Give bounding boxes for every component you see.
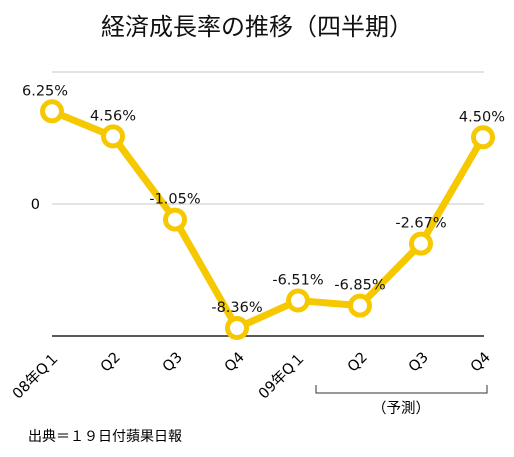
data-label: -2.67%	[395, 216, 446, 232]
data-label: 6.25%	[22, 83, 68, 99]
data-label: -1.05%	[149, 192, 200, 208]
data-label: -6.85%	[334, 278, 385, 294]
source-note: 出典＝１９日付蘋果日報	[28, 429, 182, 445]
forecast-label: （予測）	[372, 400, 430, 417]
x-tick-label: Q3	[160, 350, 186, 376]
data-label: -6.51%	[272, 273, 323, 289]
series-polyline	[48, 107, 487, 332]
series-line	[48, 107, 487, 332]
data-point	[225, 315, 249, 340]
data-point	[40, 99, 64, 124]
forecast-bracket	[315, 385, 488, 394]
x-tick-label: Q2	[98, 350, 124, 376]
data-point	[163, 207, 187, 232]
y-axis-ticks: 0	[31, 197, 40, 213]
x-tick-label: 09年Q１	[255, 349, 309, 403]
x-tick-label: Q3	[406, 350, 432, 376]
x-tick-label: Q4	[222, 350, 248, 376]
data-point	[348, 293, 372, 318]
data-label: -8.36%	[211, 300, 262, 316]
data-point	[409, 231, 433, 256]
x-tick-label: 08年Q１	[9, 349, 63, 403]
data-points	[40, 99, 495, 340]
data-point	[471, 125, 495, 150]
data-labels: 6.25% 4.56% -1.05% -8.36% -6.51% -6.85% -2.67%…	[22, 83, 505, 316]
forecast-annotation: （予測）	[315, 385, 488, 417]
data-label: 4.50%	[459, 109, 505, 125]
chart-title: 経済成長率の推移（四半期）	[101, 13, 413, 41]
data-point	[101, 124, 125, 149]
x-axis-ticks: 08年Q１ Q2 Q3 Q4 09年Q１ Q2 Q3 Q4	[9, 349, 494, 403]
x-tick-label: Q4	[468, 350, 494, 376]
data-label: 4.56%	[90, 108, 136, 124]
y-tick-label: 0	[31, 197, 40, 213]
data-point	[286, 288, 310, 313]
gridlines	[52, 71, 484, 337]
x-tick-label: Q2	[345, 350, 371, 376]
